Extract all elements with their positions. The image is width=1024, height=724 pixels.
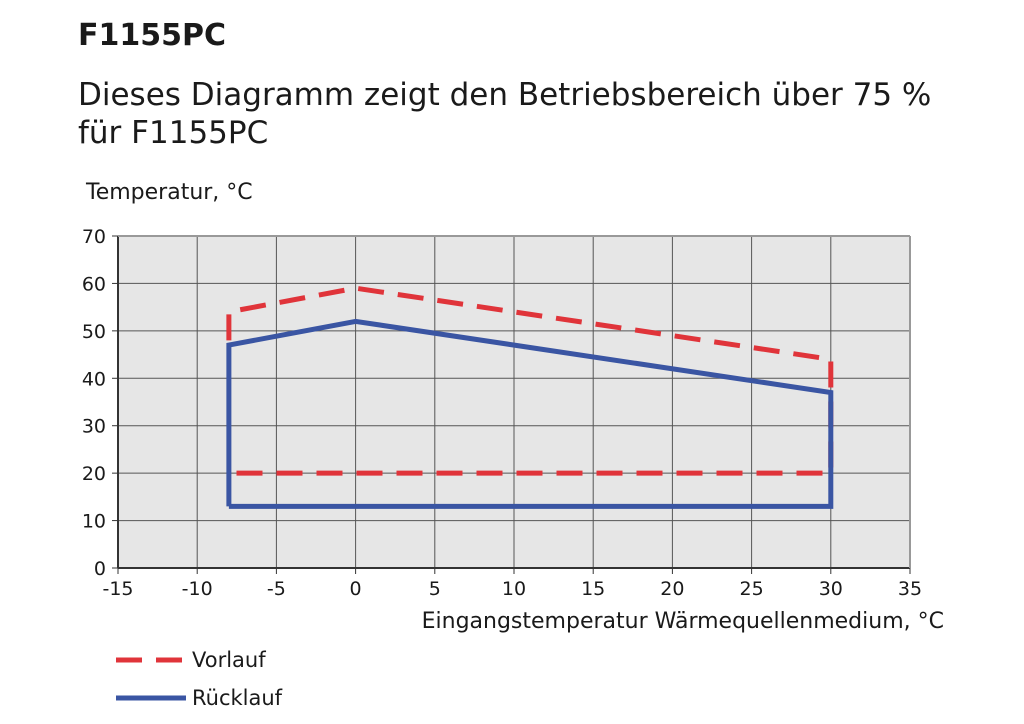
- chart-title: F1155PC: [78, 18, 226, 53]
- y-axis-label: Temperatur, °C: [85, 180, 253, 205]
- x-tick-label: -15: [102, 578, 133, 600]
- x-tick-label: 0: [350, 578, 362, 600]
- x-tick-label: 35: [898, 578, 922, 600]
- x-tick-label: 25: [740, 578, 764, 600]
- x-tick-label: 20: [660, 578, 684, 600]
- x-axis-label: Eingangstemperatur Wärmequellenmedium, °…: [422, 609, 944, 634]
- x-tick-label: -5: [267, 578, 286, 600]
- chart-subtitle: Dieses Diagramm zeigt den Betriebsbereic…: [78, 77, 932, 151]
- y-tick-label: 0: [94, 558, 106, 580]
- y-tick-label: 30: [82, 416, 106, 438]
- x-tick-label: 5: [429, 578, 441, 600]
- x-tick-label: 10: [502, 578, 526, 600]
- axes: [117, 235, 911, 569]
- y-tick-label: 40: [82, 368, 106, 390]
- series-lines: [226, 285, 834, 509]
- series-line-vorlauf: [226, 285, 834, 476]
- y-tick-label: 50: [82, 321, 106, 343]
- x-tick-label: 30: [819, 578, 843, 600]
- y-tick-label: 70: [82, 226, 106, 248]
- legend: Vorlauf Rücklauf: [116, 648, 283, 710]
- y-tick-label: 60: [82, 273, 106, 295]
- legend-label-vorlauf: Vorlauf: [192, 648, 266, 672]
- y-tick-label: 20: [82, 463, 106, 485]
- x-tick-label: 15: [581, 578, 605, 600]
- tick-labels: -15 -10 -5 0 5 10 15 20 25 30 35 0 10 20 30 40 50 60 70: [82, 226, 922, 600]
- series-line-rücklauf: [226, 318, 834, 509]
- y-tick-label: 10: [82, 511, 106, 533]
- legend-label-rücklauf: Rücklauf: [192, 686, 283, 710]
- x-tick-label: -10: [182, 578, 213, 600]
